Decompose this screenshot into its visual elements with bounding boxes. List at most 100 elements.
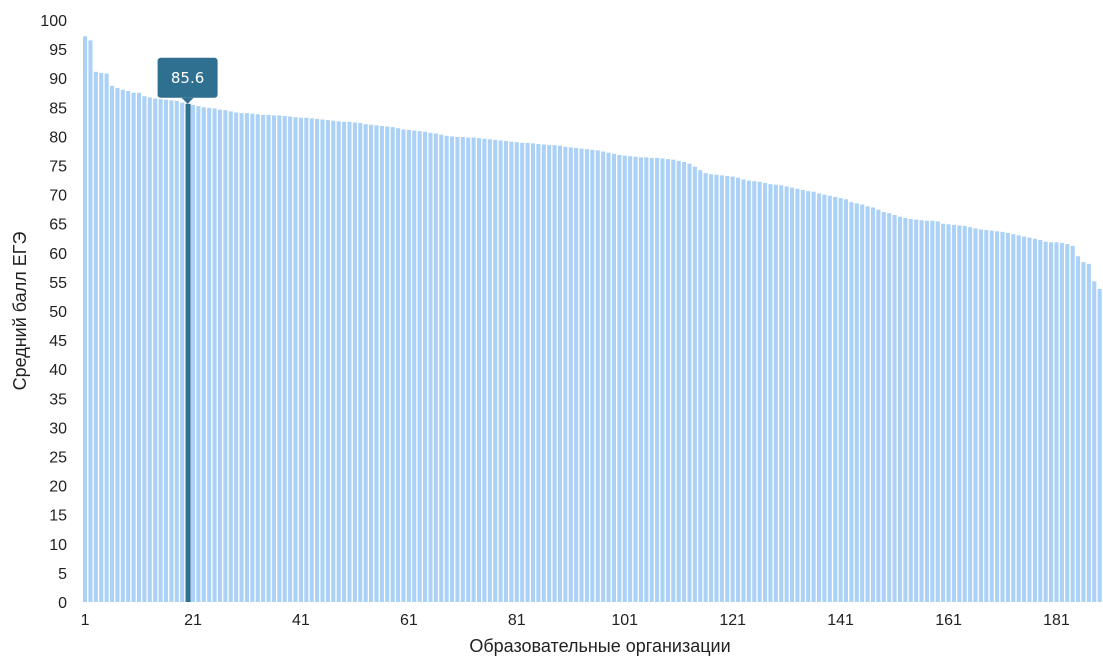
bar[interactable] [811, 191, 816, 602]
bar[interactable] [611, 153, 616, 603]
bar[interactable] [471, 137, 476, 602]
bar[interactable] [1027, 237, 1032, 603]
bar[interactable] [449, 136, 455, 602]
bar[interactable] [709, 174, 714, 603]
bar[interactable] [109, 85, 115, 602]
bar[interactable] [331, 120, 336, 602]
bar[interactable] [854, 203, 859, 602]
bar[interactable] [876, 209, 881, 603]
bar[interactable] [315, 118, 320, 602]
bar[interactable] [719, 175, 724, 602]
bar[interactable] [865, 206, 870, 603]
bar[interactable] [207, 107, 212, 602]
bar[interactable] [1038, 240, 1043, 602]
bar[interactable] [212, 108, 217, 603]
bar[interactable] [622, 155, 627, 603]
bar[interactable] [1059, 242, 1064, 602]
bar[interactable] [951, 224, 956, 603]
bar[interactable] [574, 148, 579, 603]
bar[interactable] [849, 202, 854, 603]
bar[interactable] [223, 110, 228, 603]
bar[interactable] [115, 88, 120, 603]
bar[interactable] [503, 141, 509, 602]
bar[interactable] [385, 126, 390, 602]
bar[interactable] [1097, 288, 1102, 602]
bar[interactable] [342, 121, 347, 602]
bar[interactable] [887, 213, 892, 602]
bar[interactable] [579, 148, 584, 602]
bar[interactable] [396, 128, 401, 602]
bar[interactable] [978, 229, 983, 602]
bar[interactable] [1049, 242, 1054, 602]
bar[interactable] [525, 142, 530, 603]
bar[interactable] [687, 163, 692, 602]
bar[interactable] [190, 104, 196, 602]
bar[interactable] [379, 125, 384, 603]
bar[interactable] [795, 188, 800, 602]
bar[interactable] [816, 193, 822, 602]
bar[interactable] [169, 100, 174, 602]
bar[interactable] [897, 216, 903, 602]
bar[interactable] [547, 145, 552, 602]
bar[interactable] [174, 100, 179, 603]
bar[interactable] [423, 131, 428, 603]
bar[interactable] [530, 143, 536, 602]
bar[interactable] [935, 221, 940, 602]
bar[interactable] [536, 143, 541, 602]
bar[interactable] [487, 139, 492, 602]
bar[interactable] [692, 166, 697, 602]
bar[interactable] [649, 157, 654, 602]
bar[interactable] [1070, 245, 1075, 602]
bar[interactable] [671, 159, 676, 602]
bar[interactable] [638, 157, 643, 602]
bar[interactable] [989, 230, 994, 602]
bar[interactable] [358, 123, 363, 602]
bar[interactable] [498, 140, 503, 602]
bar[interactable] [908, 219, 913, 603]
bar[interactable] [261, 114, 266, 603]
highlighted-bar[interactable] [185, 103, 191, 602]
bar[interactable] [406, 130, 411, 602]
bar[interactable] [617, 155, 622, 602]
bar[interactable] [843, 199, 849, 602]
bar[interactable] [644, 157, 649, 602]
bar[interactable] [266, 114, 271, 603]
bar[interactable] [1086, 263, 1091, 602]
bar[interactable] [682, 162, 687, 602]
bar[interactable] [336, 121, 341, 603]
bar[interactable] [557, 145, 563, 602]
bar[interactable] [746, 180, 751, 602]
bar[interactable] [428, 132, 433, 602]
bar[interactable] [120, 89, 125, 603]
bar[interactable] [730, 176, 735, 602]
bar[interactable] [163, 99, 169, 602]
bar[interactable] [822, 194, 827, 602]
bar[interactable] [482, 138, 487, 603]
bar[interactable] [1076, 256, 1081, 602]
bar[interactable] [892, 214, 897, 602]
bar[interactable] [736, 177, 741, 602]
bar[interactable] [444, 135, 449, 602]
bar[interactable] [153, 98, 158, 602]
bar[interactable] [924, 220, 929, 603]
bar[interactable] [363, 124, 368, 603]
bar[interactable] [126, 91, 131, 602]
bar[interactable] [136, 92, 142, 602]
bar[interactable] [930, 220, 935, 603]
bar[interactable] [277, 115, 282, 602]
bar[interactable] [374, 125, 379, 602]
bar[interactable] [773, 184, 778, 602]
bar[interactable] [298, 117, 303, 602]
bar[interactable] [433, 133, 438, 603]
bar[interactable] [789, 187, 795, 602]
bar[interactable] [552, 145, 557, 602]
bar[interactable] [347, 121, 352, 602]
bar[interactable] [201, 107, 206, 603]
bar[interactable] [833, 196, 838, 602]
bar[interactable] [962, 226, 967, 602]
bar[interactable] [255, 114, 260, 602]
bar[interactable] [973, 228, 978, 603]
bar[interactable] [779, 185, 784, 603]
bar[interactable] [870, 207, 876, 602]
bar[interactable] [147, 97, 152, 602]
